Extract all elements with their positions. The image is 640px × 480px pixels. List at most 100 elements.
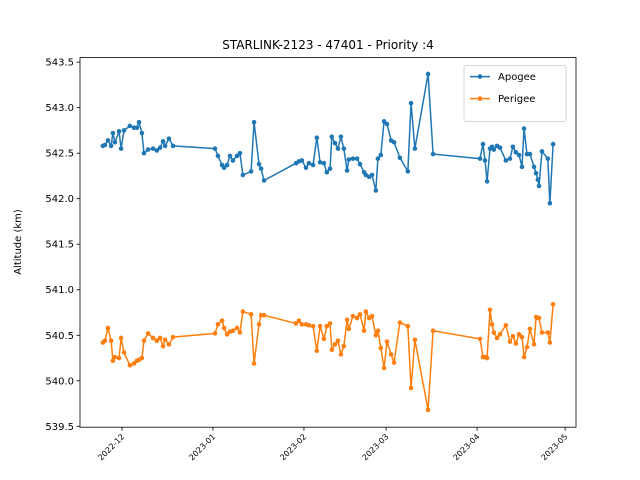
point (527, 151, 533, 157)
point (425, 407, 431, 413)
point (261, 312, 267, 318)
point (166, 342, 172, 347)
point (480, 141, 486, 147)
point (134, 125, 140, 130)
point (489, 322, 495, 327)
point (547, 200, 553, 206)
y-tick-label: 541.5 (45, 240, 74, 251)
point (338, 352, 344, 357)
point (497, 145, 503, 151)
point (521, 126, 527, 131)
point (346, 157, 352, 162)
point (141, 150, 147, 156)
point (507, 156, 513, 161)
point (378, 152, 384, 158)
point (547, 340, 553, 345)
point (299, 158, 305, 163)
point (503, 158, 509, 163)
point (332, 140, 338, 146)
point (215, 153, 221, 159)
point (234, 153, 240, 159)
point (545, 330, 551, 335)
point (240, 309, 246, 314)
point (150, 335, 156, 341)
point (112, 139, 118, 145)
point (408, 100, 414, 106)
point (536, 315, 542, 321)
point (373, 188, 379, 193)
point (296, 318, 302, 323)
point (397, 155, 403, 161)
y-tick-label: 540.0 (45, 376, 74, 387)
legend-label: Perigee (498, 94, 535, 105)
point (484, 179, 490, 184)
point (121, 128, 127, 133)
point (306, 160, 312, 166)
point (105, 138, 111, 143)
point (299, 322, 305, 327)
point (378, 345, 384, 351)
point (329, 347, 335, 353)
point (375, 156, 381, 161)
point (139, 355, 145, 361)
point (293, 321, 299, 326)
point (110, 130, 116, 136)
point (139, 130, 145, 136)
point (338, 134, 344, 140)
legend-marker (477, 74, 483, 79)
point (373, 332, 379, 338)
point (112, 354, 118, 360)
point (118, 146, 124, 151)
point (363, 309, 369, 314)
point (121, 350, 127, 355)
point (237, 330, 243, 335)
point (531, 164, 537, 170)
point (317, 159, 323, 165)
point (350, 313, 356, 319)
point (230, 328, 236, 334)
point (127, 362, 133, 368)
point (384, 121, 390, 127)
point (527, 326, 533, 332)
point (539, 149, 545, 154)
point (116, 129, 122, 134)
point (154, 338, 160, 344)
point (118, 335, 124, 341)
point (306, 322, 312, 328)
point (335, 338, 341, 344)
point (256, 322, 262, 327)
point (341, 146, 347, 151)
point (212, 331, 218, 336)
point (141, 338, 147, 344)
point (256, 161, 262, 167)
point (327, 166, 333, 171)
point (361, 328, 367, 334)
point (381, 119, 387, 124)
point (405, 323, 411, 329)
point (310, 323, 316, 329)
point (344, 317, 350, 323)
point (491, 330, 497, 335)
point (412, 337, 418, 343)
point (327, 321, 333, 326)
point (391, 139, 397, 145)
point (369, 313, 375, 319)
point (261, 178, 267, 183)
point (221, 325, 227, 331)
point (412, 146, 418, 151)
point (157, 145, 163, 151)
point (357, 161, 363, 167)
point (477, 156, 483, 161)
point (405, 169, 411, 174)
point (108, 338, 114, 344)
point (116, 355, 122, 361)
point (350, 156, 356, 161)
point (487, 307, 493, 313)
point (531, 342, 537, 347)
point (219, 318, 225, 323)
point (519, 164, 525, 170)
point (234, 325, 240, 331)
point (369, 172, 375, 178)
point (237, 150, 243, 156)
